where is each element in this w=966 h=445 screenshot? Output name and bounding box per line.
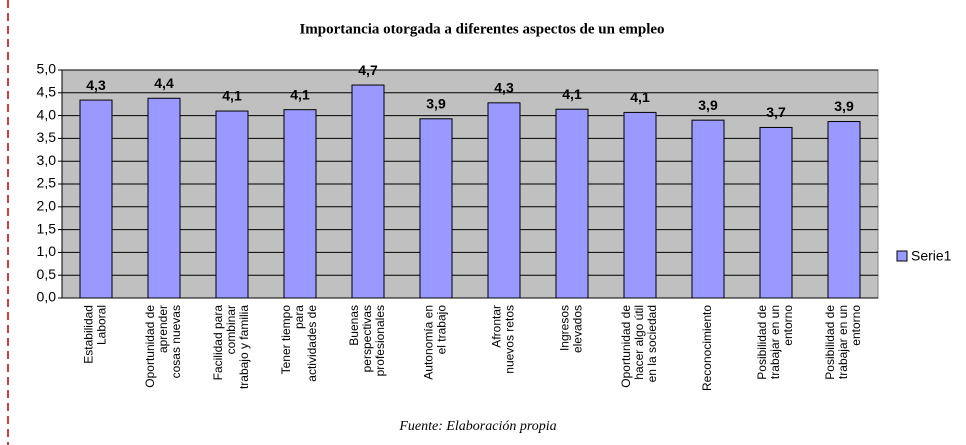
y-tick-label: 5,0 [37,61,57,77]
value-label: 4,1 [222,88,242,104]
x-tick-label: Reconocimiento [700,305,714,391]
x-tick-label-line: Afrontar [490,305,504,348]
y-tick-label: 4,5 [37,84,57,100]
y-tick-label: 3,0 [37,152,57,168]
x-tick-label: Facilidad paracombinartrabajo y familia [211,305,251,389]
value-label: 3,7 [766,104,786,120]
x-tick-label-line: Estabilidad [82,305,96,364]
bar [555,108,589,299]
x-tick-label-line: aprender [156,305,170,353]
x-tick-label: Afrontarnuevos retos [490,305,517,374]
bar [691,119,725,299]
bar [351,84,385,299]
x-tick-label: Ingresoselevados [558,305,585,353]
x-tick-label-line: profesionales [373,305,387,376]
bar [623,111,657,299]
y-tick-label: 0,5 [37,266,57,282]
legend-label: Serie1 [911,248,952,264]
bar [419,118,453,299]
x-tick-label-line: nuevos retos [503,305,517,374]
x-tick-label: Oportunidad deaprendercosas nuevas [143,305,183,388]
source-note: Fuente: Elaboración propia [398,419,556,434]
x-tick-label-line: Posibilidad de [755,305,769,380]
x-tick-label-line: Laboral [95,305,109,345]
x-tick-label-line: perspectivas [360,305,374,372]
y-tick-label: 0,0 [37,289,57,305]
bar [79,99,113,299]
x-tick-label-line: combinar [224,305,238,354]
y-tick-label: 1,0 [37,243,57,259]
value-label: 4,3 [494,80,514,96]
x-tick-label-line: el trabajo [435,305,449,355]
bar [827,121,861,299]
x-tick-label: Posibilidad detrabajar en unentorno [823,305,863,380]
x-tick-label: EstabilidadLaboral [82,305,109,364]
bar [759,126,793,299]
x-tick-label: Tener tiempoparaactividades de [279,305,319,382]
bar [147,97,181,299]
value-label: 3,9 [834,98,854,114]
x-tick-label-line: hacer algo útil [632,305,646,380]
x-tick-label-line: Oportunidad de [619,305,633,388]
x-tick-label-line: Ingresos [558,305,572,351]
x-tick-label-line: Reconocimiento [700,305,714,391]
y-tick-label: 4,0 [37,106,57,122]
x-tick-label-line: trabajar en un [836,305,850,379]
x-tick-label-line: en la sociedad [645,305,659,382]
x-tick-label-line: Facilidad para [211,305,225,381]
x-tick-label-line: elevados [571,305,585,353]
value-label: 3,9 [698,97,718,113]
y-tick-label: 2,5 [37,175,57,191]
x-tick-label-line: Autonomía en [422,305,436,380]
y-tick-label: 1,5 [37,220,57,236]
value-label: 4,1 [290,86,310,102]
bar [215,110,249,299]
chart-title: Importancia otorgada a diferentes aspect… [299,21,664,37]
x-tick-label-line: Tener tiempo [279,305,293,375]
value-label: 4,7 [358,62,378,78]
x-tick-label: Posibilidad detrabajar en unentorno [755,305,795,380]
x-tick-label-line: para [292,305,306,329]
x-tick-label-line: Posibilidad de [823,305,837,380]
value-label: 4,1 [630,89,650,105]
bar [283,109,317,299]
y-tick-label: 3,5 [37,129,57,145]
legend-swatch [896,250,908,262]
bar [487,102,521,299]
x-tick-label-line: Oportunidad de [143,305,157,388]
x-tick-label: Buenasperspectivasprofesionales [347,305,387,376]
value-label: 4,3 [86,77,106,93]
x-tick-label-line: trabajo y familia [237,305,251,389]
x-tick-label-line: entorno [781,305,795,346]
x-tick-label-line: actividades de [305,305,319,382]
x-tick-label-line: cosas nuevas [169,305,183,378]
x-tick-label: Oportunidad dehacer algo útilen la socie… [619,305,659,388]
y-tick-label: 2,0 [37,198,57,214]
value-label: 4,1 [562,86,582,102]
x-tick-label-line: trabajar en un [768,305,782,379]
value-label: 3,9 [426,95,446,111]
value-label: 4,4 [154,75,174,91]
x-tick-label: Autonomía enel trabajo [422,305,449,380]
x-tick-label-line: entorno [849,305,863,346]
x-tick-label-line: Buenas [347,305,361,346]
